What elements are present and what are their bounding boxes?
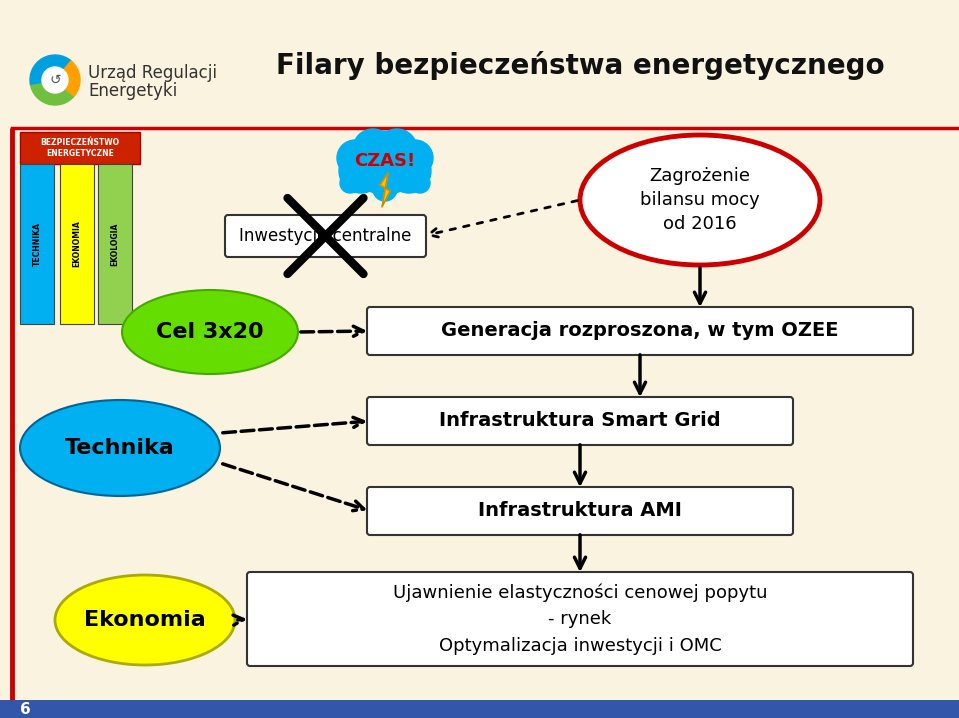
Circle shape [387,149,431,193]
FancyBboxPatch shape [367,307,913,355]
Text: CZAS!: CZAS! [355,152,415,170]
Circle shape [353,129,393,169]
Circle shape [353,131,417,195]
Text: Infrastruktura Smart Grid: Infrastruktura Smart Grid [439,411,721,431]
FancyBboxPatch shape [367,487,793,535]
Circle shape [337,140,373,176]
Text: Urząd Regulacji: Urząd Regulacji [88,64,217,82]
Wedge shape [31,80,74,105]
FancyBboxPatch shape [367,397,793,445]
Circle shape [339,149,383,193]
Ellipse shape [122,290,298,374]
Text: BEZPIECZEŃSTWO
ENERGETYCZNE: BEZPIECZEŃSTWO ENERGETYCZNE [40,139,120,158]
Circle shape [377,129,417,169]
Circle shape [397,140,433,176]
Text: EKONOMIA: EKONOMIA [73,220,82,267]
FancyBboxPatch shape [60,164,94,324]
Wedge shape [30,55,71,84]
Text: ↺: ↺ [49,73,60,87]
Text: Cel 3x20: Cel 3x20 [156,322,264,342]
Ellipse shape [55,575,235,665]
FancyBboxPatch shape [247,572,913,666]
Ellipse shape [580,135,820,265]
Polygon shape [380,173,390,207]
Text: Zagrożenie
bilansu mocy
od 2016: Zagrożenie bilansu mocy od 2016 [640,167,760,233]
Text: Filary bezpieczeństwa energetycznego: Filary bezpieczeństwa energetycznego [275,50,884,80]
Wedge shape [55,61,80,96]
Circle shape [373,177,397,201]
Text: TECHNIKA: TECHNIKA [33,222,41,266]
Text: Energetyki: Energetyki [88,82,177,100]
Text: 6: 6 [19,701,31,717]
Ellipse shape [20,400,220,496]
Text: Ujawnienie elastyczności cenowej popytu
- rynek
Optymalizacja inwestycji i OMC: Ujawnienie elastyczności cenowej popytu … [393,583,767,655]
FancyBboxPatch shape [20,164,54,324]
Circle shape [42,67,68,93]
Text: Infrastruktura AMI: Infrastruktura AMI [479,501,682,521]
FancyBboxPatch shape [0,700,959,718]
Circle shape [340,173,360,193]
Circle shape [410,173,430,193]
FancyBboxPatch shape [98,164,132,324]
Text: Ekonomia: Ekonomia [84,610,206,630]
Text: Technika: Technika [65,438,175,458]
FancyBboxPatch shape [225,215,426,257]
Text: EKOLOGIA: EKOLOGIA [110,223,120,266]
FancyBboxPatch shape [20,132,140,164]
Text: Inwestycje centralne: Inwestycje centralne [240,227,411,245]
Text: Generacja rozproszona, w tym OZEE: Generacja rozproszona, w tym OZEE [441,322,839,340]
